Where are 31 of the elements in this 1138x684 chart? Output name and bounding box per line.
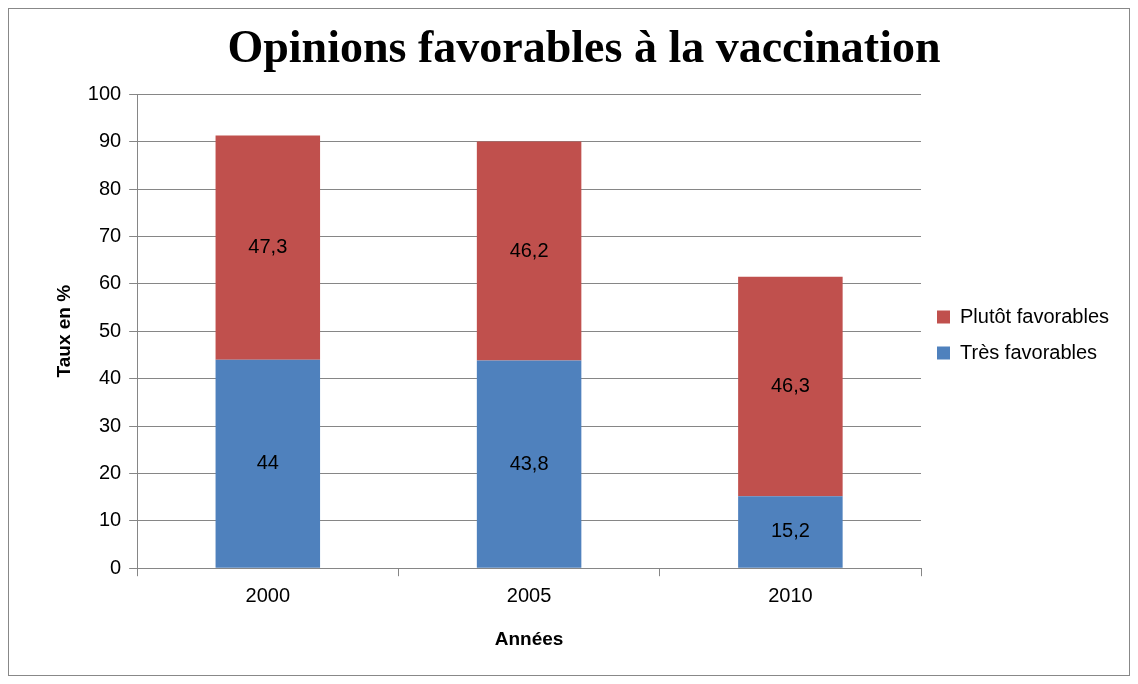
data-label: 47,3 — [248, 235, 288, 258]
y-axis-title: Taux en % — [52, 284, 74, 378]
chart-title: Opinions favorables à la vaccination — [227, 21, 941, 73]
legend-label: Plutôt favorables — [960, 304, 1110, 327]
legend-label: Très favorables — [960, 340, 1098, 363]
y-tick-label: 30 — [98, 413, 122, 436]
bar — [215, 135, 321, 360]
y-tick-label: 80 — [98, 176, 122, 199]
x-tick-label: 2000 — [245, 583, 291, 606]
y-tick-label: 0 — [110, 555, 122, 578]
data-label: 44 — [256, 451, 279, 474]
x-tick-label: 2005 — [506, 583, 552, 606]
data-label: 46,2 — [509, 238, 549, 261]
y-tick-label: 20 — [98, 460, 122, 483]
data-label: 46,3 — [770, 373, 810, 396]
x-axis-title: Années — [494, 627, 564, 649]
y-tick-label: 90 — [98, 129, 122, 152]
bar — [476, 360, 582, 568]
data-label: 15,2 — [770, 519, 810, 542]
y-tick-label: 10 — [98, 508, 122, 531]
y-tick-label: 50 — [98, 318, 122, 341]
y-tick-label: 40 — [98, 366, 122, 389]
bar — [476, 141, 582, 361]
bar — [215, 359, 321, 568]
y-tick-label: 60 — [98, 271, 122, 294]
y-tick-label: 100 — [87, 81, 122, 104]
bar — [738, 496, 843, 568]
y-tick-label: 70 — [98, 223, 122, 246]
data-label: 43,8 — [509, 451, 549, 474]
bar — [738, 276, 843, 497]
x-tick-label: 2010 — [768, 583, 813, 606]
